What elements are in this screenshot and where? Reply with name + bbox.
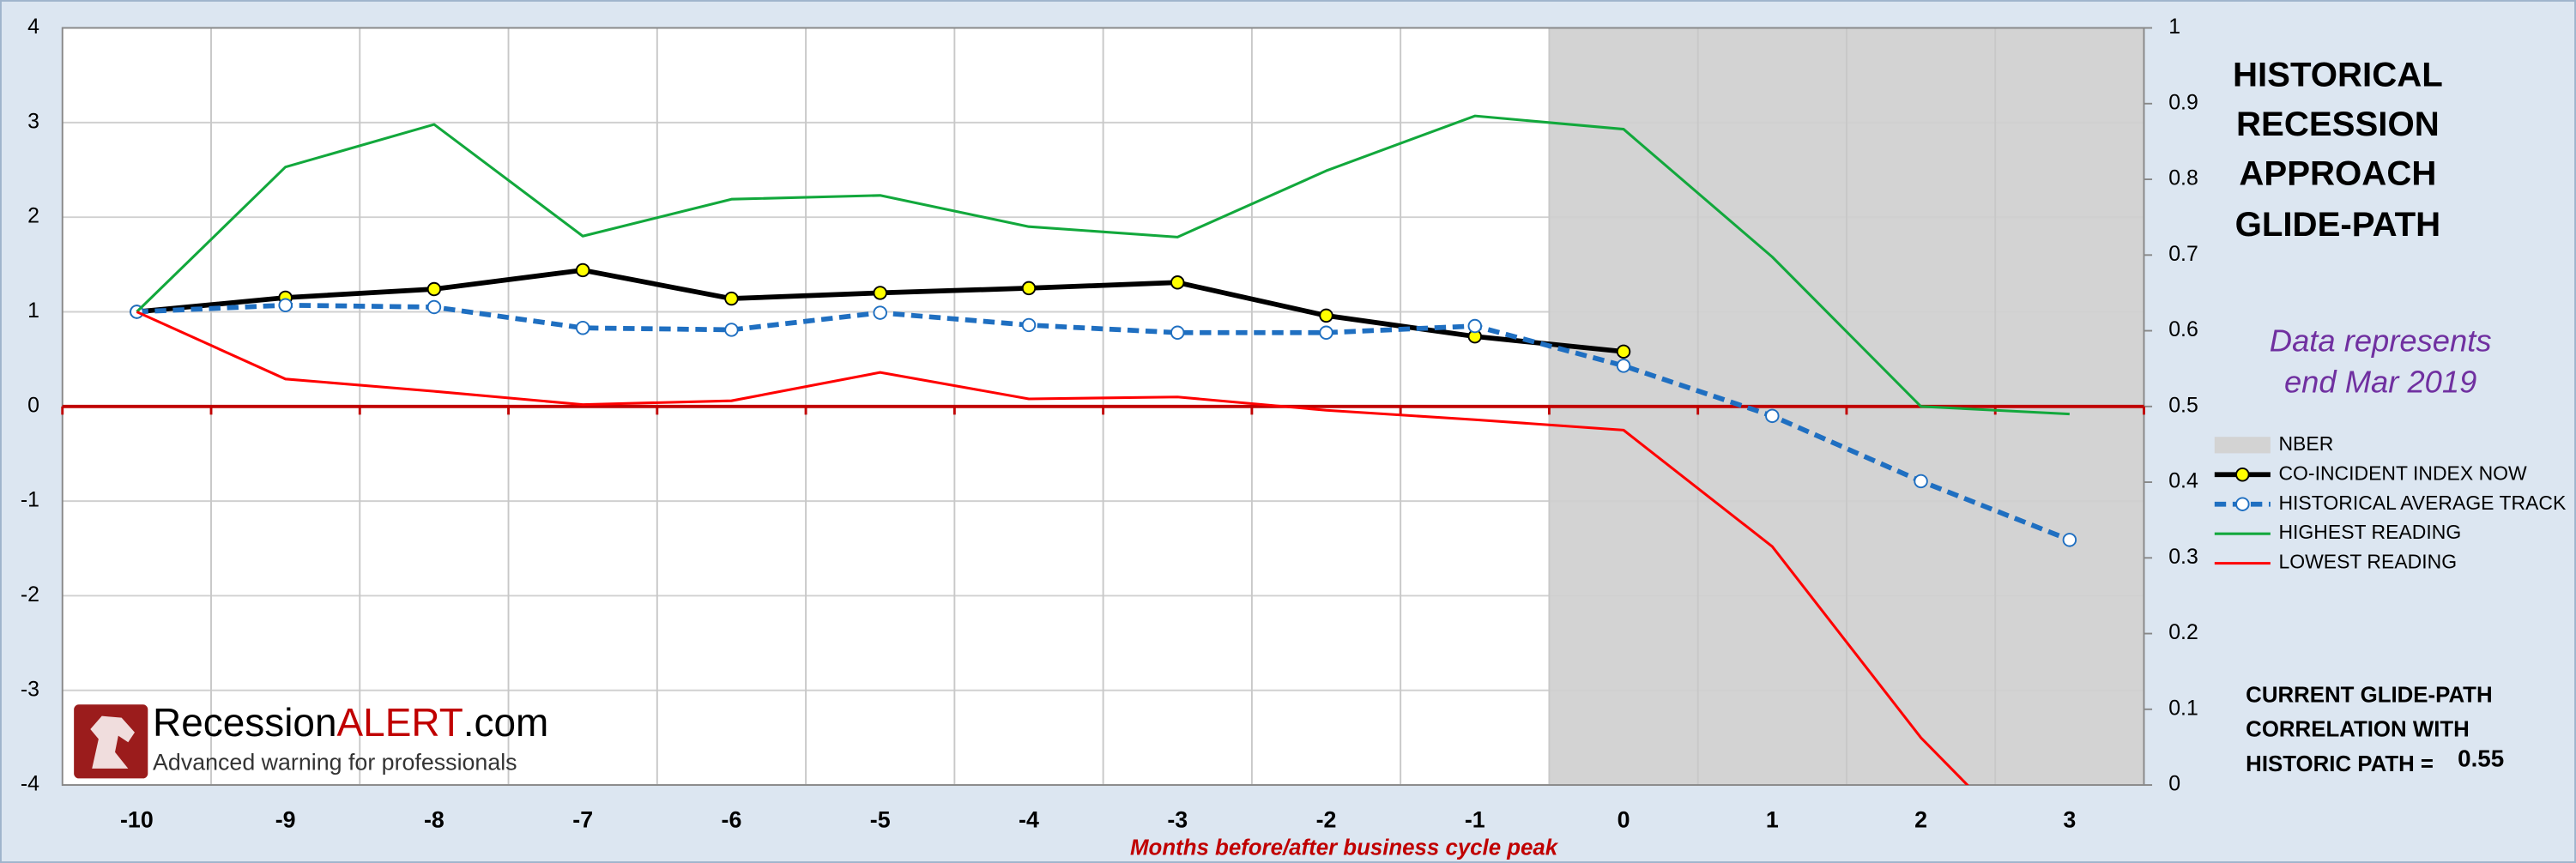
series-marker: [426, 281, 442, 297]
series-marker: [1170, 325, 1185, 340]
annotation: Data represents end Mar 2019: [2270, 323, 2492, 400]
series-marker: [2062, 533, 2077, 547]
y2-tick-label: 0.1: [2168, 696, 2198, 720]
x-tick-label: 0: [1618, 806, 1630, 832]
series-line: [136, 114, 2070, 416]
logo-text: RecessionALERT.com: [153, 700, 548, 745]
correlation: CURRENT GLIDE-PATH CORRELATION WITH HIST…: [2246, 684, 2504, 776]
legend-label: HISTORICAL AVERAGE TRACK: [2278, 492, 2567, 514]
y-tick-label: 0: [27, 393, 39, 417]
annotation-line: Data represents: [2270, 323, 2492, 359]
x-tick-label: 2: [1914, 806, 1927, 832]
x-tick-label: -3: [1167, 806, 1188, 832]
series-marker: [873, 286, 887, 300]
chart-title: HISTORICAL RECESSION APPROACH GLIDE-PATH: [2233, 56, 2443, 244]
series-marker: [1319, 308, 1333, 323]
y2-tick-label: 0.7: [2168, 242, 2198, 266]
legend-label: LOWEST READING: [2278, 551, 2457, 573]
series-line: [136, 311, 1969, 786]
x-axis-label: Months before/after business cycle peak: [1130, 836, 1559, 860]
correlation-label: CURRENT GLIDE-PATH: [2246, 684, 2492, 708]
y2-tick-label: 0.2: [2168, 620, 2198, 644]
x-tick-label: -7: [572, 806, 593, 832]
legend-marker: [2235, 468, 2250, 482]
logo-name: Recession: [153, 700, 336, 745]
series-marker: [575, 321, 590, 335]
y2-tick-label: 0.3: [2168, 545, 2198, 569]
y-tick-label: -4: [21, 772, 39, 796]
logo-suffix: .com: [463, 700, 549, 745]
title-line: HISTORICAL: [2233, 56, 2443, 94]
y2-tick-label: 1: [2168, 15, 2180, 39]
legend-swatch: [2214, 437, 2271, 454]
logo-highlight: ALERT: [337, 700, 463, 745]
series-marker: [1765, 408, 1780, 424]
x-tick-label: -5: [870, 806, 891, 832]
title-line: GLIDE-PATH: [2235, 205, 2441, 244]
x-tick-label: 3: [2063, 806, 2076, 832]
series-marker: [1616, 359, 1631, 373]
y2-tick-label: 0.5: [2168, 393, 2198, 417]
correlation-label: HISTORIC PATH =: [2246, 752, 2434, 776]
y-tick-label: -2: [21, 582, 39, 607]
legend: NBER CO-INCIDENT INDEX NOW HISTORICAL AVER…: [2214, 432, 2567, 573]
series-marker: [1467, 318, 1483, 334]
y-tick-label: -3: [21, 677, 39, 701]
correlation-value: 0.55: [2458, 745, 2504, 772]
y2-tick-label: 0.4: [2168, 469, 2198, 493]
y2-tick-label: 0.8: [2168, 166, 2198, 190]
series-marker: [575, 263, 590, 278]
series-marker: [1021, 281, 1037, 296]
series-marker: [1021, 317, 1037, 333]
y-tick-label: 1: [27, 299, 39, 323]
x-tick-label: 1: [1766, 806, 1779, 832]
x-tick-label: -8: [424, 806, 444, 832]
y-tick-label: 3: [27, 109, 39, 133]
x-tick-label: -9: [275, 806, 296, 832]
series-marker: [1170, 275, 1185, 290]
plot: -4-3-2-10123400.10.20.30.40.50.60.70.80.…: [21, 15, 2198, 832]
y-tick-label: -1: [21, 488, 39, 512]
series-group: [130, 114, 2077, 786]
annotation-line: end Mar 2019: [2284, 365, 2476, 400]
y-tick-label: 2: [27, 204, 39, 228]
series-marker: [873, 305, 887, 320]
series-marker: [1319, 325, 1333, 340]
y2-tick-label: 0.9: [2168, 90, 2198, 114]
legend-label: NBER: [2278, 432, 2333, 455]
legend-label: HIGHEST READING: [2278, 521, 2461, 543]
x-tick-label: -10: [120, 806, 154, 832]
x-tick-label: -6: [722, 806, 742, 832]
y-tick-label: 4: [27, 15, 39, 39]
legend-label: CO-INCIDENT INDEX NOW: [2278, 462, 2527, 484]
series-marker: [724, 291, 739, 306]
logo-tagline: Advanced warning for professionals: [153, 749, 517, 775]
x-tick-label: -1: [1465, 806, 1485, 832]
y2-tick-label: 0.6: [2168, 317, 2198, 341]
series-marker: [426, 299, 442, 315]
logo: RecessionALERT.com Advanced warning for …: [74, 700, 548, 779]
series-marker: [278, 298, 293, 313]
legend-marker: [2235, 497, 2250, 511]
x-tick-label: -4: [1019, 806, 1039, 832]
title-line: RECESSION: [2236, 105, 2440, 143]
x-tick-label: -2: [1316, 806, 1337, 832]
title-line: APPROACH: [2239, 154, 2436, 192]
logo-horse: [90, 715, 135, 769]
y2-tick-label: 0: [2168, 772, 2180, 796]
series-marker: [724, 323, 739, 337]
correlation-label: CORRELATION WITH: [2246, 718, 2470, 742]
series-marker: [1616, 344, 1631, 359]
series-marker: [1914, 474, 1928, 489]
